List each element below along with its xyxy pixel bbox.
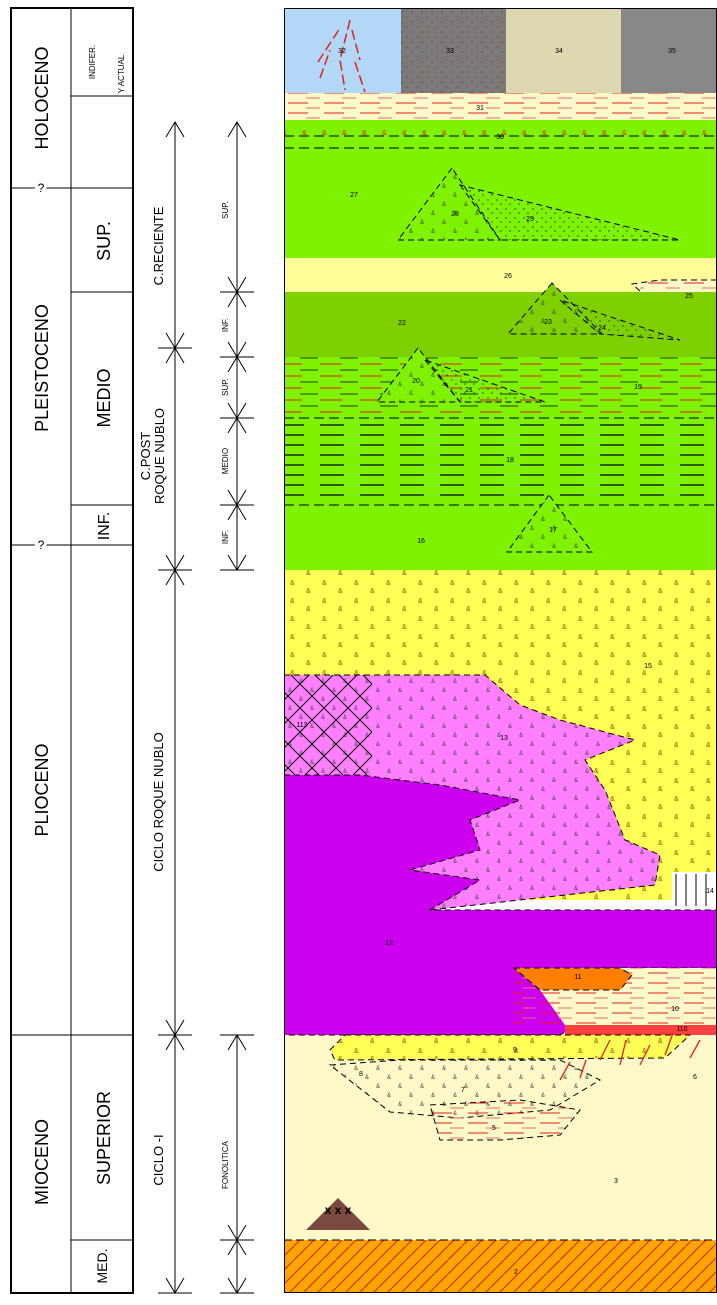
unit-18-dashes [284,418,717,504]
unit-32-lines [317,19,366,93]
unit-14-fill [672,872,717,908]
unit-label-28: 28 [451,211,459,218]
unit-29-wedge [458,184,681,241]
phase-inf-reciente: INF. [221,318,230,332]
unit-label-20: 20 [412,378,420,385]
sub-medio: MEDIO [94,368,114,427]
unit-label-21: 21 [465,387,473,394]
cycle-1: CICLO -I [151,1134,166,1185]
unit-label-33: 33 [446,48,454,55]
epoch-mioceno: MIOCENO [32,1119,52,1205]
uncertain-mark-2: ? [38,538,45,552]
sub-med: MED. [94,1249,110,1284]
unit-label-31: 31 [476,105,484,112]
unit-label-113: 113 [296,722,307,729]
cycle-reciente: C.RECIENTE [151,206,166,285]
unit-21-wedge [423,358,546,403]
cycle-arrows [158,121,254,1294]
cycle-post-2: ROQUE NUBLO [152,408,167,504]
unit-35-fill [621,8,717,93]
unit-label-16: 16 [417,538,425,545]
unit-label-17: 17 [549,527,557,534]
unit-label-8: 8 [359,1071,363,1078]
xx-cone [306,1198,370,1230]
cycle-roque-nublo: CICLO ROQUE NUBLO [151,732,166,871]
unit-label-34: 34 [555,48,563,55]
sub-actual: Y ACTUAL [117,54,126,93]
unit-label-3: 3 [614,1178,618,1185]
uncertain-mark-1: ? [38,181,45,195]
phase-medio-post: MEDIO [221,448,230,474]
unit-label-23: 23 [544,319,552,326]
unit-34-fill [506,8,621,93]
unit-22-fill [284,292,717,357]
unit-113-cross [284,675,372,775]
phase-sup-reciente: SUP. [221,201,230,219]
cycle-post-1: C.POST [138,432,153,480]
sub-inf: INF. [96,512,113,540]
chrono-table [10,7,134,1294]
unit-label-10: 10 [671,1006,679,1013]
sub-sup: SUP. [94,221,114,261]
unit-label-12: 12 [385,940,393,947]
unit-label-29: 29 [526,216,534,223]
geologic-column: x x x [284,8,717,1293]
unit-6-marks [559,1032,701,1081]
unit-label-14: 14 [706,888,714,895]
unit-label-11: 11 [574,974,581,981]
phase-fonolitica: FONOLITICA [221,1140,230,1189]
phase-sup-post: SUP. [221,378,230,396]
unit-label-6: 6 [693,1074,697,1081]
unit-24-wedge [559,299,681,341]
unit-label-26: 26 [504,273,512,280]
phase-inf-post: INF. [221,530,230,544]
unit-label-110: 110 [676,1026,687,1033]
unit-label-32: 32 [338,48,346,55]
sub-superior: SUPERIOR [94,1091,114,1185]
unit-110-fill [565,1025,717,1035]
unit-label-18: 18 [506,457,514,464]
unit-label-15: 15 [644,663,652,670]
unit-label-30: 30 [496,134,504,141]
sub-indiferenciado: INDIFER. [88,45,97,79]
unit-label-7: 7 [461,1087,465,1094]
unit-label-22: 22 [398,320,406,327]
unit-5-lens [429,1099,581,1141]
epoch-plioceno: PLIOCENO [32,743,52,836]
unit-label-19: 19 [634,384,642,391]
xx-marks: x x x [325,1203,352,1217]
unit-11-fill [512,967,633,991]
unit-label-13: 13 [500,735,508,742]
unit-label-2: 2 [514,1269,518,1276]
epoch-pleistoceno: PLEISTOCENO [32,304,52,432]
unit-label-9: 9 [513,1047,517,1054]
unit-label-25: 25 [685,293,693,300]
unit-label-5: 5 [492,1125,496,1132]
unit-label-35: 35 [668,48,676,55]
unit-label-24: 24 [598,325,606,332]
unit-2-hatch [284,1240,717,1293]
epoch-holoceno: HOLOCENO [32,46,52,149]
unit-label-27: 27 [350,192,358,199]
